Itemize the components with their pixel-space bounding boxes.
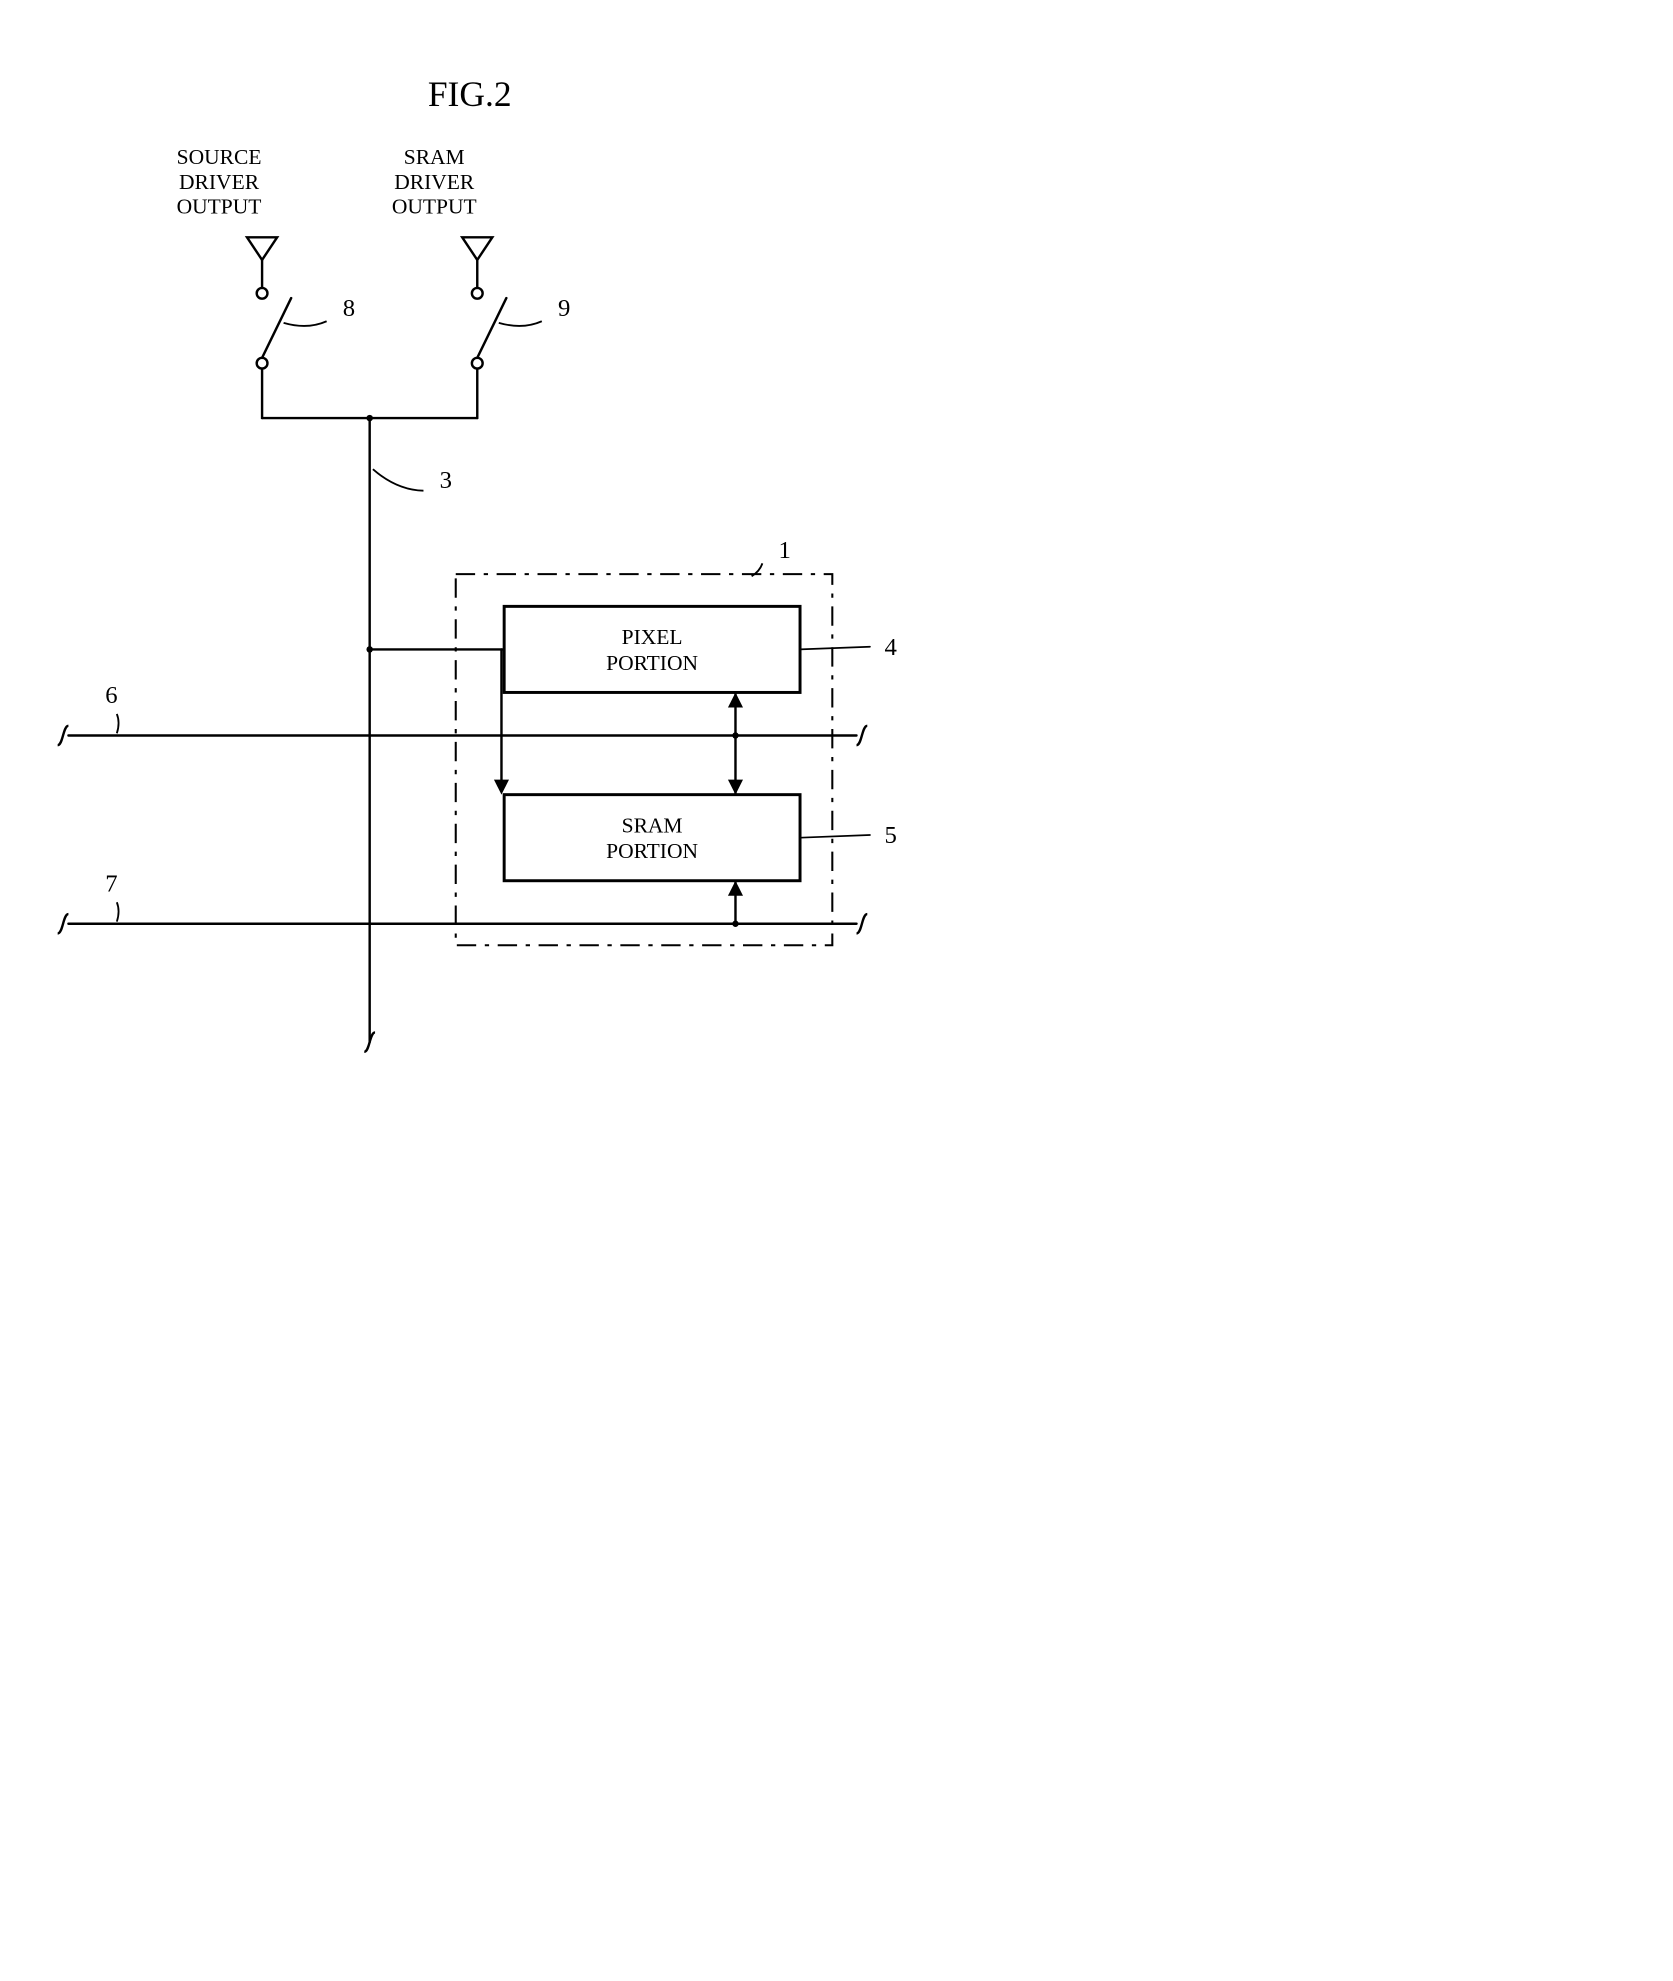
figure-title: FIG.2	[428, 74, 512, 114]
ref-4: 4	[884, 634, 896, 661]
: PIXEL	[622, 625, 683, 649]
: DRIVER	[179, 170, 260, 194]
ref-5: 5	[884, 822, 896, 849]
ref-7: 7	[105, 870, 117, 897]
buffer-icon	[462, 237, 492, 260]
ref-9: 9	[558, 295, 570, 322]
ref-1: 1	[779, 537, 791, 564]
: OUTPUT	[392, 195, 477, 219]
buffer-icon	[247, 237, 277, 260]
ref-8: 8	[343, 295, 355, 322]
: SRAM	[622, 813, 683, 837]
source-driver-label: SOURCE	[177, 145, 262, 169]
ref-3: 3	[440, 467, 452, 494]
circuit-diagram: FIG.2SOURCEDRIVEROUTPUTSRAMDRIVEROUTPUT8…	[20, 20, 920, 1086]
: PORTION	[606, 839, 698, 863]
: DRIVER	[394, 170, 475, 194]
: PORTION	[606, 651, 698, 675]
pixel-portion-box	[504, 606, 800, 692]
ref-6: 6	[105, 682, 117, 709]
sram-driver-label: SRAM	[404, 145, 465, 169]
: OUTPUT	[177, 195, 262, 219]
sram-portion-box	[504, 795, 800, 881]
